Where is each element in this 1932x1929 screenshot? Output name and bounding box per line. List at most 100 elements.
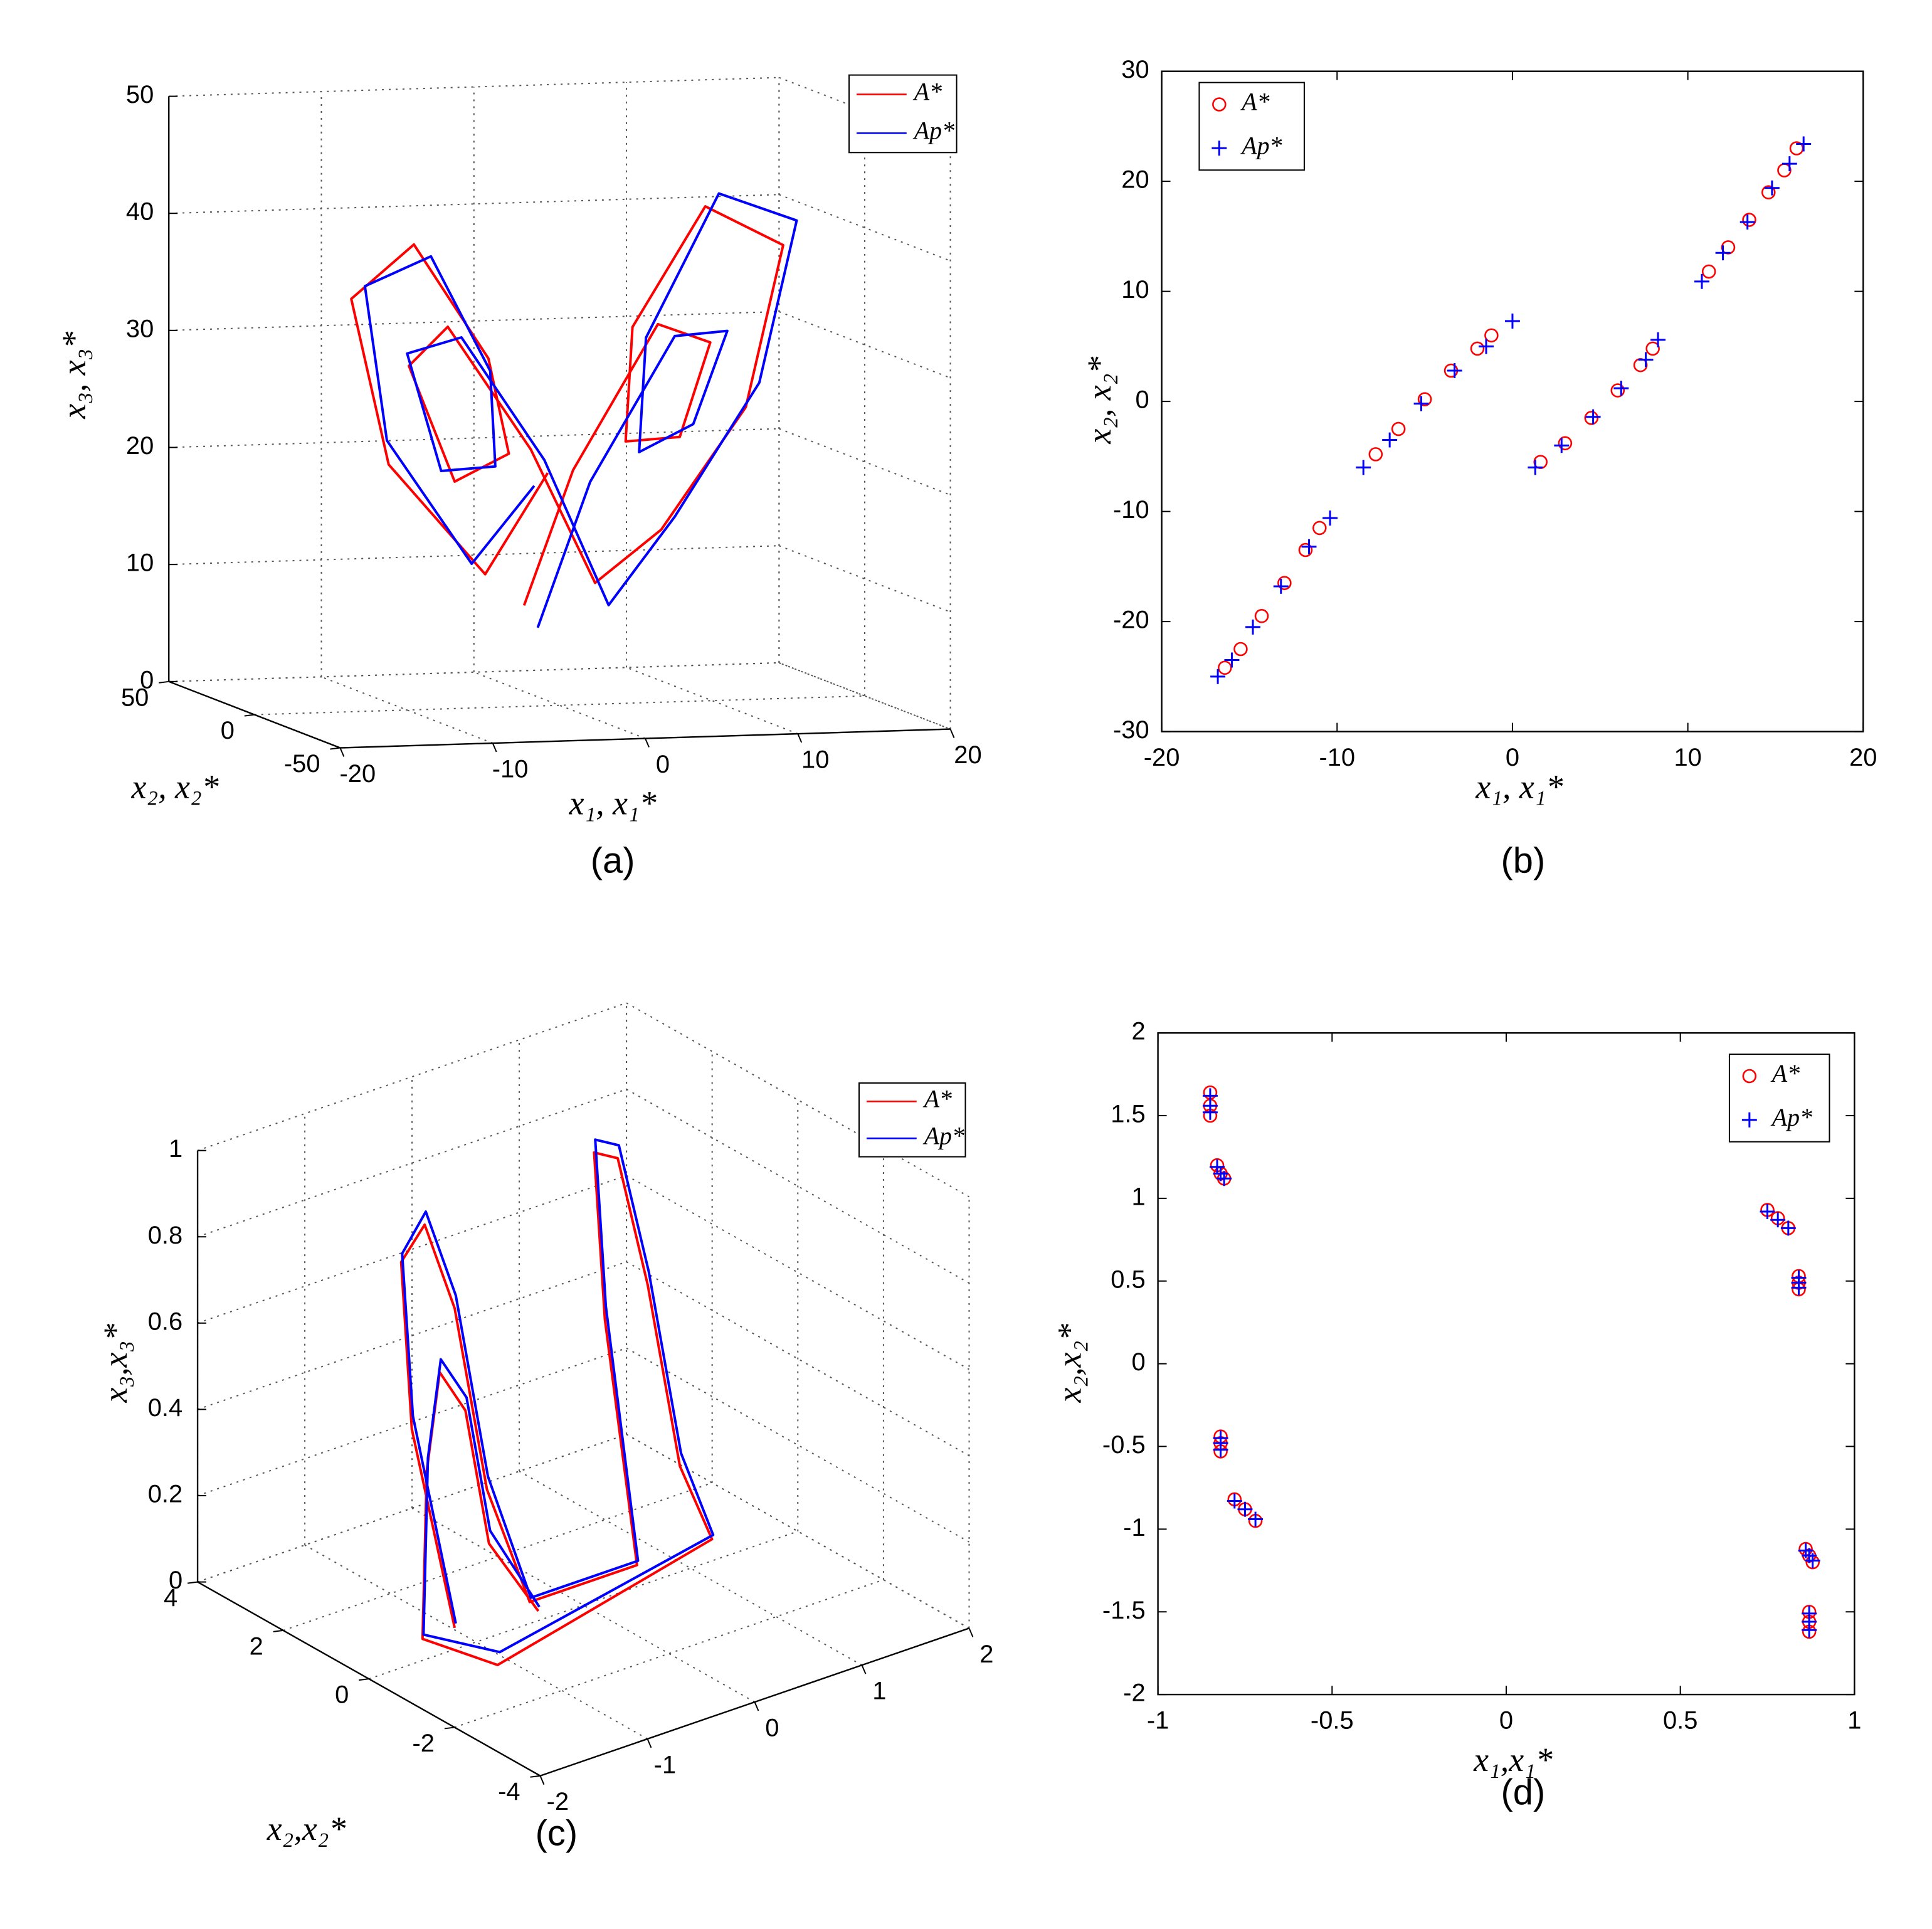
legend-box — [1198, 82, 1305, 171]
x-tick-label: 20 — [954, 741, 981, 769]
marker-plus — [1504, 314, 1520, 329]
marker-plus — [1217, 1171, 1232, 1186]
z-tick-label: 0.2 — [148, 1481, 182, 1508]
y-tick-label: 1.5 — [1111, 1101, 1145, 1128]
marker-plus — [1805, 1553, 1820, 1568]
legend-marker — [1741, 1112, 1757, 1128]
marker-circle — [1312, 521, 1327, 536]
x-tick — [861, 1664, 867, 1674]
z-axis-label: x₃,x₃* — [97, 1324, 134, 1403]
grid-line — [779, 545, 951, 613]
y-axis-label: x₂, x₂* — [1080, 357, 1118, 445]
y-tick — [244, 714, 255, 717]
y-tick-label: -4 — [498, 1778, 520, 1805]
legend-label: Ap* — [1240, 131, 1282, 159]
marker-plus — [1227, 1493, 1242, 1509]
grid-line — [779, 428, 951, 496]
marker-plus — [1770, 1212, 1786, 1228]
grid-line — [626, 667, 798, 735]
z-tick-label: 20 — [126, 432, 154, 460]
z-tick-label: 50 — [126, 81, 154, 108]
x-tick — [647, 1738, 652, 1748]
marker-plus — [1356, 460, 1371, 475]
y-tick-label: 0 — [1131, 1348, 1145, 1376]
marker-plus — [1224, 652, 1240, 668]
marker-plus — [1694, 273, 1709, 289]
marker-plus — [1782, 156, 1797, 172]
legend-label: A* — [922, 1085, 952, 1113]
x-tick — [968, 1628, 974, 1637]
marker-plus — [1613, 381, 1629, 396]
x-tick-label: 0 — [765, 1714, 779, 1741]
marker-plus — [1479, 339, 1494, 354]
marker-circle — [1761, 185, 1776, 199]
marker-plus — [1791, 1280, 1807, 1296]
x-tick — [539, 1775, 545, 1785]
marker-plus — [1382, 432, 1398, 448]
z-tick-label: 10 — [126, 549, 154, 577]
y-tick-label: -10 — [1113, 496, 1149, 524]
y-tick-label: 0 — [335, 1681, 349, 1709]
y-tick-label: 30 — [1121, 56, 1149, 83]
legend-box — [848, 74, 958, 154]
y-tick-label: -0.5 — [1102, 1431, 1146, 1459]
y-tick-label: -20 — [1113, 606, 1149, 634]
y-tick-label: -50 — [284, 750, 320, 778]
marker-circle — [1233, 642, 1248, 657]
marker-plus — [1554, 438, 1570, 453]
y-tick — [359, 1678, 369, 1681]
x-tick-label: 0 — [1499, 1706, 1513, 1734]
trajectory — [350, 205, 784, 606]
marker-plus — [1248, 1511, 1264, 1527]
legend-marker — [1211, 140, 1227, 156]
x-tick-label: -1 — [1147, 1706, 1169, 1734]
marker-plus — [1245, 619, 1260, 635]
trajectory — [401, 1138, 715, 1654]
y-tick-label: 10 — [1121, 276, 1149, 304]
y-tick — [330, 747, 340, 750]
y-tick-label: 0 — [221, 717, 235, 744]
marker-circle — [1742, 213, 1756, 227]
marker-plus — [1802, 1622, 1817, 1638]
y-tick — [444, 1726, 455, 1730]
y-axis — [168, 680, 340, 749]
grid-line — [779, 311, 951, 379]
y-tick-label: 0 — [1135, 386, 1149, 414]
chart-panel: -2-1012-4-202400.20.40.60.81A*Ap*(c)x₂,x… — [97, 1002, 993, 1854]
y-tick-label: -2 — [413, 1730, 435, 1757]
grid-line — [473, 671, 646, 739]
marker-plus — [1322, 510, 1338, 526]
marker-circle — [1298, 542, 1313, 558]
marker-circle — [1277, 576, 1292, 590]
marker-plus — [1780, 1220, 1796, 1236]
legend-label: A* — [1240, 88, 1269, 116]
y-tick-label: -2 — [1123, 1679, 1145, 1707]
y-axis-label: x₂,x₂* — [1050, 1324, 1088, 1403]
x-tick-label: 1 — [872, 1678, 886, 1705]
legend-label: Ap* — [1770, 1103, 1812, 1131]
x-axis-label: x₁, x₁* — [569, 785, 657, 822]
marker-circle — [1417, 392, 1432, 406]
x-tick — [754, 1701, 759, 1711]
y-tick-label: 0.5 — [1111, 1266, 1145, 1293]
grid-line — [779, 662, 951, 730]
y-axis-label: x₂, x₂* — [131, 768, 219, 806]
x-tick-label: -1 — [654, 1751, 676, 1778]
y-tick-label: -1 — [1123, 1514, 1145, 1541]
marker-plus — [1650, 332, 1666, 347]
y-tick — [273, 1629, 283, 1632]
x-tick-label: -10 — [1319, 744, 1355, 771]
y-tick-label: 4 — [164, 1584, 177, 1612]
marker-plus — [1213, 1442, 1228, 1457]
marker-circle — [1645, 341, 1660, 356]
grid-line — [321, 676, 494, 744]
x-tick-label: -20 — [340, 760, 376, 788]
legend-box — [858, 1082, 966, 1158]
x-axis — [540, 1627, 969, 1777]
grid-line — [779, 194, 951, 262]
marker-circle — [1701, 264, 1716, 279]
y-tick-label: -30 — [1113, 716, 1149, 744]
legend-label: Ap* — [922, 1121, 964, 1149]
